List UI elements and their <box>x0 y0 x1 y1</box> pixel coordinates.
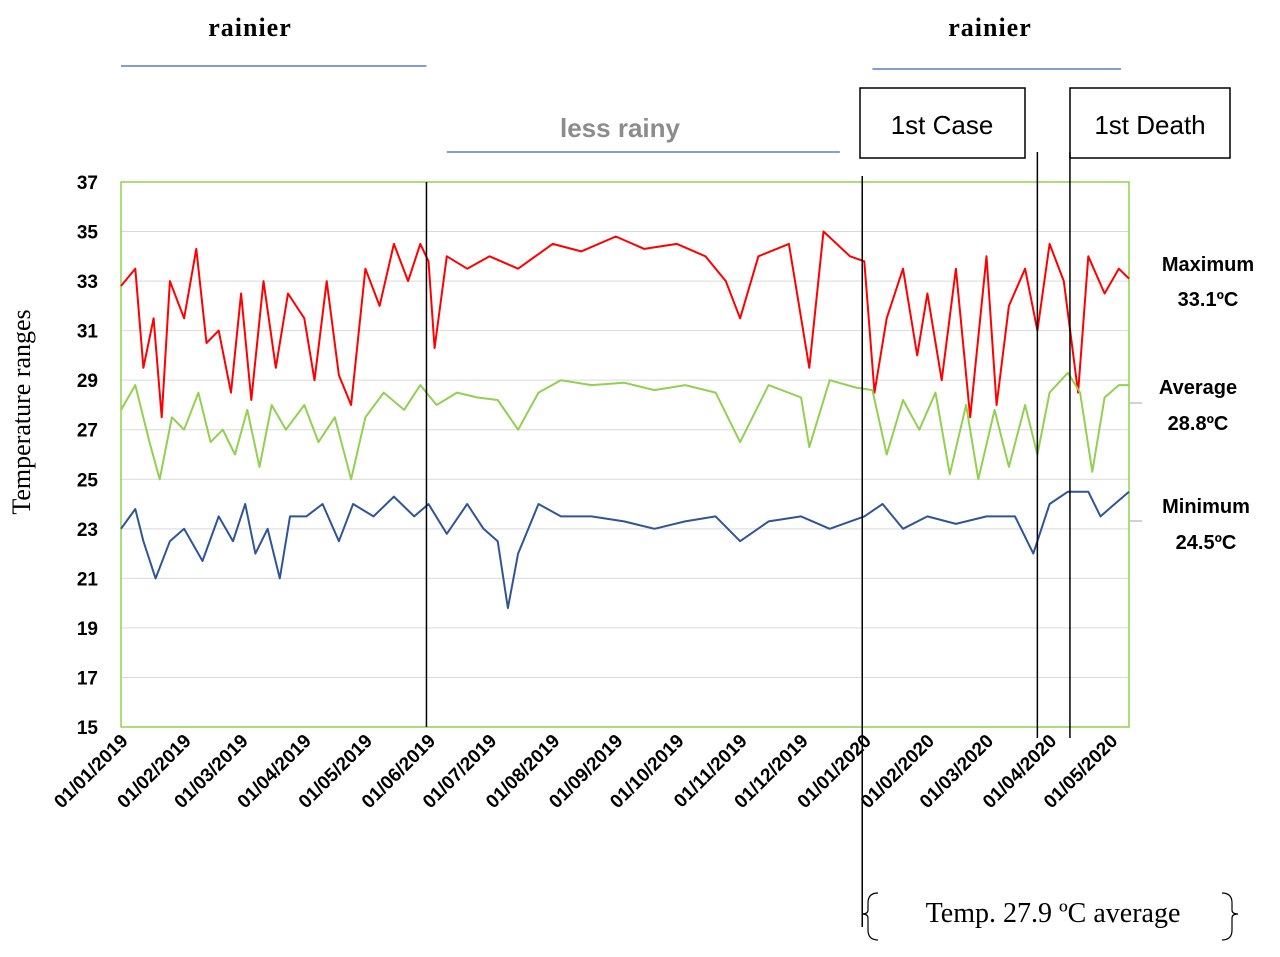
y-tick-label: 17 <box>77 668 98 689</box>
legend-minimum-label: Minimum <box>1162 496 1250 518</box>
bottom-note-text: Temp. 27.9 ºC average <box>926 898 1181 929</box>
bottom-note-right-brace <box>1221 892 1239 941</box>
season-label-less-rainy: less rainy <box>560 113 681 143</box>
legend-average-label: Average <box>1159 377 1237 399</box>
series-line-average <box>120 371 1129 481</box>
series-lines <box>120 230 1130 610</box>
legend-maximum-value: 33.1ºC <box>1178 289 1239 311</box>
first-case-box <box>859 87 1026 159</box>
event-lines <box>425 152 1071 927</box>
y-tick-label: 23 <box>77 520 98 541</box>
plot-area-border <box>120 181 1130 728</box>
y-tick-label: 33 <box>77 272 98 293</box>
legend-average: Average 28.8ºC <box>1130 377 1237 435</box>
first-death-label: 1st Death <box>1094 110 1205 140</box>
y-tick-labels: 15 17 19 21 23 25 27 29 31 33 35 37 <box>77 173 99 739</box>
legend-average-value: 28.8ºC <box>1168 413 1229 435</box>
y-tick-label: 19 <box>77 619 98 640</box>
season-label-rainier-2019: rainier <box>208 13 292 42</box>
y-tick-label: 35 <box>77 223 99 244</box>
y-tick-label: 31 <box>77 322 99 343</box>
first-death-box <box>1069 87 1231 159</box>
y-tick-label: 29 <box>77 371 98 392</box>
x-tick-labels: 01/01/201901/02/201901/03/201901/04/2019… <box>50 731 1122 813</box>
grid-lines <box>121 181 1129 728</box>
y-tick-label: 27 <box>77 421 98 442</box>
y-tick-label: 15 <box>77 718 99 739</box>
legend-minimum: Minimum 24.5ºC <box>1130 496 1250 554</box>
y-tick-label: 21 <box>77 569 99 590</box>
bottom-note: Temp. 27.9 ºC average <box>861 892 1239 941</box>
y-tick-label: 25 <box>77 470 99 491</box>
bottom-note-left-brace <box>861 892 879 941</box>
y-tick-label: 37 <box>77 173 98 194</box>
first-case-label: 1st Case <box>891 110 994 140</box>
legend-maximum-label: Maximum <box>1162 254 1254 276</box>
series-line-minimum <box>120 490 1130 610</box>
y-axis-label: Temperature ranges <box>7 309 36 514</box>
series-line-maximum <box>120 230 1130 419</box>
season-label-rainier-2020: rainier <box>948 13 1032 42</box>
legend-minimum-value: 24.5ºC <box>1176 532 1237 554</box>
legend-maximum: Maximum 33.1ºC <box>1162 254 1254 311</box>
